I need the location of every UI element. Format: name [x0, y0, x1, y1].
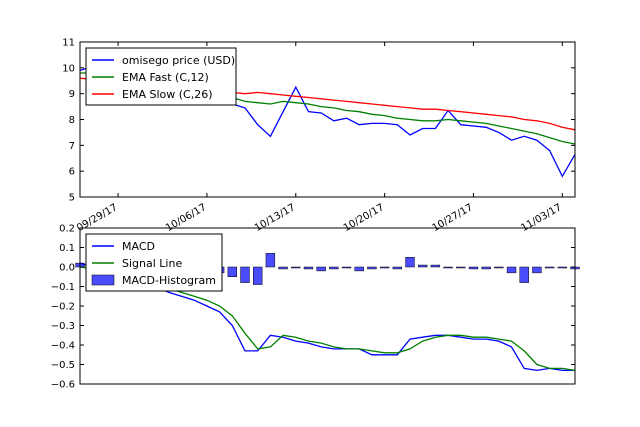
macd-ytick-label: 0.0	[59, 263, 75, 274]
macd-histogram-bar	[544, 266, 555, 269]
price-ytick-label: 10	[62, 63, 75, 74]
macd-axes-frame	[79, 227, 576, 385]
price-ytick-label: 5	[69, 193, 75, 204]
macd-histogram-bar	[557, 266, 567, 269]
macd-histogram-bar	[278, 266, 288, 270]
price-xtick-label: 10/06/17	[164, 202, 208, 234]
macd-histogram-bar	[468, 266, 479, 270]
macd-histogram-bar	[367, 266, 377, 270]
price-legend-label: EMA Fast (C,12)	[122, 71, 209, 84]
macd-ytick-label: −0.1	[51, 282, 75, 293]
macd-ytick-label: 0.2	[59, 224, 75, 235]
macd-legend-swatch	[91, 274, 115, 286]
macd-histogram-bar	[494, 266, 504, 269]
price-ytick-label: 11	[62, 38, 75, 49]
macd-histogram-bar	[329, 266, 339, 270]
price-legend-label: omisego price (USD)	[122, 54, 235, 67]
macd-histogram-bar	[481, 266, 491, 270]
macd-ytick-label: −0.6	[51, 380, 75, 391]
price-xtick-label: 11/03/17	[519, 202, 563, 234]
price-xtick-label: 10/20/17	[342, 202, 386, 234]
macd-histogram-bar	[430, 264, 441, 268]
macd-histogram-bar	[354, 266, 364, 272]
macd-histogram-bar	[392, 266, 403, 270]
macd-histogram-bar	[341, 266, 352, 269]
macd-histogram-bar	[253, 266, 263, 285]
macd-ytick-label: −0.4	[51, 341, 75, 352]
macd-legend-label: MACD	[122, 240, 155, 253]
macd-histogram-bar	[265, 253, 276, 268]
price-xtick-label: 10/13/17	[253, 202, 297, 234]
macd-ytick-label: 0.1	[59, 243, 75, 254]
macd-histogram-bar	[303, 266, 314, 270]
macd-histogram-bar	[418, 264, 428, 268]
macd-legend-label: MACD-Histogram	[122, 274, 216, 287]
macd-histogram-bar	[379, 266, 390, 269]
price-ytick-label: 6	[69, 167, 75, 178]
price-axes-frame	[79, 41, 576, 198]
price-xtick-label: 09/29/17	[75, 202, 119, 234]
price-xtick-label: 10/27/17	[431, 202, 475, 234]
macd-ytick-label: −0.3	[51, 321, 75, 332]
macd-ytick-label: −0.2	[51, 302, 75, 313]
macd-histogram-bar	[227, 266, 238, 277]
price-ytick-label: 8	[69, 115, 75, 126]
macd-histogram-bar	[456, 266, 466, 269]
macd-histogram-bar	[405, 257, 415, 268]
macd-legend-label: Signal Line	[122, 257, 182, 270]
price-legend-label: EMA Slow (C,26)	[122, 88, 212, 101]
price-ytick-label: 9	[69, 89, 75, 100]
macd-ytick-label: −0.5	[51, 360, 75, 371]
macd-histogram-bar	[506, 266, 517, 274]
macd-histogram-bar	[291, 266, 301, 269]
price-ytick-label: 7	[69, 141, 75, 152]
macd-histogram-bar	[519, 266, 529, 283]
macd-histogram-bar	[240, 266, 250, 283]
macd-histogram-bar	[316, 266, 326, 272]
macd-histogram-bar	[443, 266, 453, 269]
macd-histogram-bar	[532, 266, 542, 274]
